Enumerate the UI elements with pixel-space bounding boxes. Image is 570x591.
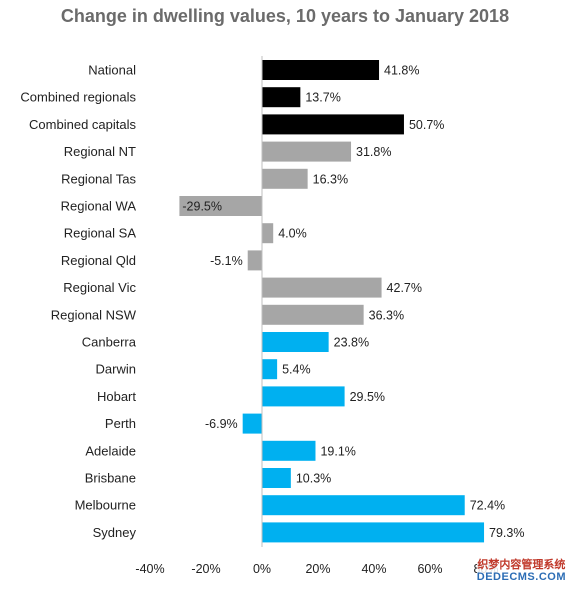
category-label: Regional Qld bbox=[61, 253, 136, 268]
category-label: Regional Tas bbox=[61, 171, 136, 186]
category-label: Brisbane bbox=[85, 471, 136, 486]
category-label: Hobart bbox=[97, 389, 136, 404]
value-label: 23.8% bbox=[334, 336, 369, 350]
value-label: 19.1% bbox=[320, 444, 355, 458]
watermark-text: 织梦内容管理系统 bbox=[477, 558, 566, 571]
category-label: Darwin bbox=[96, 362, 136, 377]
x-tick-label: -40% bbox=[135, 562, 164, 576]
bar-sydney bbox=[262, 522, 485, 543]
category-label: Combined regionals bbox=[20, 90, 136, 105]
value-label: 50.7% bbox=[409, 118, 444, 132]
value-label: 16.3% bbox=[313, 172, 348, 186]
bar-regional-nt bbox=[262, 141, 352, 162]
category-label: Adelaide bbox=[85, 443, 136, 458]
bar-hobart bbox=[262, 386, 345, 407]
category-label: Sydney bbox=[93, 525, 137, 540]
category-label: Regional SA bbox=[64, 226, 137, 241]
category-label: Combined capitals bbox=[29, 117, 136, 132]
category-label: Regional Vic bbox=[63, 280, 136, 295]
x-tick-label: 40% bbox=[361, 562, 386, 576]
value-label: 79.3% bbox=[489, 526, 524, 540]
bar-regional-nsw bbox=[262, 304, 364, 325]
value-label: 31.8% bbox=[356, 145, 391, 159]
watermark-logo: 织梦内容管理系统 DEDECMS.COM bbox=[476, 558, 566, 583]
bar-adelaide bbox=[262, 440, 316, 461]
category-label: Regional WA bbox=[61, 199, 137, 214]
category-label: National bbox=[88, 63, 136, 78]
bar-national bbox=[262, 60, 380, 80]
chart-title: Change in dwelling values, 10 years to J… bbox=[60, 6, 510, 26]
bar-regional-tas bbox=[262, 168, 308, 189]
value-label: -29.5% bbox=[182, 200, 222, 214]
bar-regional-sa bbox=[262, 223, 274, 244]
category-label: Canberra bbox=[82, 335, 137, 350]
watermark-url: DEDECMS.COM bbox=[476, 570, 566, 583]
bar-regional-vic bbox=[262, 277, 382, 298]
bar-combined-capitals bbox=[262, 114, 404, 135]
bar-regional-qld bbox=[247, 250, 262, 271]
x-tick-label: 20% bbox=[305, 562, 330, 576]
value-label: 41.8% bbox=[384, 64, 419, 78]
bar-brisbane bbox=[262, 468, 291, 488]
category-label: Regional NT bbox=[64, 144, 136, 159]
bar-regional-wa bbox=[179, 196, 262, 216]
bar-darwin bbox=[262, 359, 278, 380]
value-label: 4.0% bbox=[278, 227, 307, 241]
value-label: 13.7% bbox=[305, 91, 340, 105]
bar-melbourne bbox=[262, 495, 465, 516]
value-label: 29.5% bbox=[350, 390, 385, 404]
bar-combined-regionals bbox=[262, 87, 301, 108]
value-label: -6.9% bbox=[205, 417, 238, 431]
value-label: 42.7% bbox=[387, 281, 422, 295]
x-tick-label: 60% bbox=[417, 562, 442, 576]
category-label: Perth bbox=[105, 416, 136, 431]
bar-perth bbox=[242, 413, 262, 434]
value-label: 72.4% bbox=[470, 499, 505, 513]
category-label: Regional NSW bbox=[51, 307, 137, 322]
x-tick-label: -20% bbox=[191, 562, 220, 576]
value-label: 36.3% bbox=[369, 308, 404, 322]
value-label: 5.4% bbox=[282, 363, 311, 377]
value-label: 10.3% bbox=[296, 472, 331, 486]
value-label: -5.1% bbox=[210, 254, 243, 268]
x-tick-label: 0% bbox=[253, 562, 271, 576]
bar-canberra bbox=[262, 332, 329, 352]
category-label: Melbourne bbox=[75, 498, 136, 513]
